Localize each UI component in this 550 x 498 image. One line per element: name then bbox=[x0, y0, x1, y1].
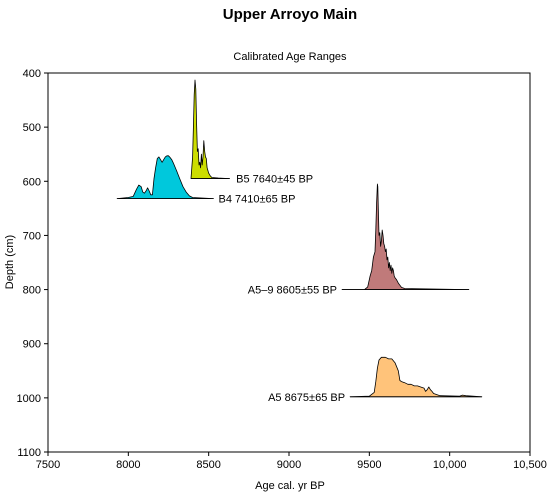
series-layer: B5 7640±45 BP B4 7410±65 BP A5–9 8605±55 B… bbox=[116, 79, 483, 404]
y-tick-label: 1100 bbox=[17, 447, 41, 459]
x-tick-label: 9500 bbox=[357, 459, 381, 471]
y-tick-label: 900 bbox=[23, 339, 41, 351]
x-tick-label: 7500 bbox=[36, 459, 60, 471]
y-tick-label: 800 bbox=[23, 285, 41, 297]
series-2: B4 7410±65 BP bbox=[116, 155, 295, 206]
series-1: B5 7640±45 BP bbox=[190, 79, 313, 186]
x-tick-label: 10,500 bbox=[513, 459, 547, 471]
y-tick-label: 600 bbox=[23, 176, 41, 188]
series-label: B5 7640±45 BP bbox=[236, 174, 313, 186]
x-tick-label: 10,000 bbox=[433, 459, 467, 471]
x-tick-label: 8500 bbox=[196, 459, 220, 471]
y-tick-label: 700 bbox=[23, 230, 41, 242]
probability-area bbox=[341, 183, 470, 290]
series-label: A5–9 8605±55 BP bbox=[248, 285, 337, 297]
series-label: B4 7410±65 BP bbox=[218, 194, 295, 206]
y-axis-label: Depth (cm) bbox=[4, 235, 16, 289]
x-tick-label: 9000 bbox=[277, 459, 301, 471]
y-tick-label: 400 bbox=[23, 68, 41, 80]
series-label: A5 8675±65 BP bbox=[268, 392, 345, 404]
y-tick-label: 500 bbox=[23, 122, 41, 134]
series-3: A5–9 8605±55 BP bbox=[248, 183, 470, 297]
probability-area bbox=[349, 356, 483, 398]
chart-title: Upper Arroyo Main bbox=[223, 6, 357, 23]
probability-area bbox=[116, 155, 214, 199]
y-tick-label: 1000 bbox=[17, 393, 41, 405]
chart-subtitle: Calibrated Age Ranges bbox=[233, 51, 347, 63]
x-axis-label: Age cal. yr BP bbox=[255, 480, 325, 492]
axis-layer: 7500 8000 8500 9000 9500 10,000 10,500 400 500 60… bbox=[17, 68, 547, 471]
series-4: A5 8675±65 BP bbox=[268, 356, 483, 404]
probability-area bbox=[190, 79, 230, 179]
x-tick-label: 8000 bbox=[116, 459, 140, 471]
